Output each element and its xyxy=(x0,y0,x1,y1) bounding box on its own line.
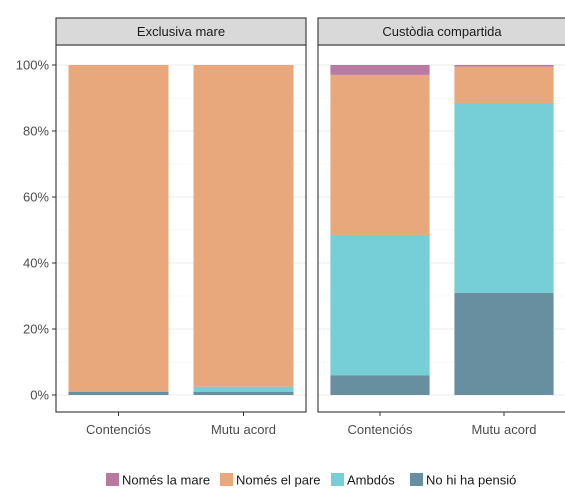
legend: Només la mare Només el pare Ambdós No hi ha… xyxy=(106,473,516,488)
bar-segment-no-hi-ha-pensio xyxy=(68,391,169,395)
panel-exclusiva-mare: Contenciós Mutu acord Exclusiva mare xyxy=(55,17,307,437)
x-tick-label: Contenciós xyxy=(347,422,413,437)
y-tick-label: 80% xyxy=(23,124,49,139)
legend-label-ambdos: Ambdós xyxy=(347,473,395,488)
legend-label-nomes-el-pare: Només el pare xyxy=(236,473,321,488)
legend-swatch-nomes-el-pare xyxy=(220,473,233,486)
bar-segment-nomes-el-pare xyxy=(193,65,294,387)
bar-segment-no-hi-ha-pensio xyxy=(454,292,554,395)
facet-strip-label: Exclusiva mare xyxy=(137,24,225,39)
bar-segment-ambdos xyxy=(193,386,294,392)
bar-segment-nomes-el-pare xyxy=(68,65,169,392)
y-tick-label: 0% xyxy=(30,388,49,403)
legend-swatch-no-hi-ha-pensio xyxy=(410,473,423,486)
facet-strip xyxy=(317,17,565,46)
bar-segment-ambdos xyxy=(330,234,430,376)
legend-label-no-hi-ha-pensio: No hi ha pensió xyxy=(426,473,516,488)
facet-strip xyxy=(55,17,307,46)
panel-custodia-compartida: Contenciós Mutu acord Custòdia compartida xyxy=(317,17,565,437)
bar-segment-no-hi-ha-pensio xyxy=(330,375,430,395)
bar-segment-nomes-el-pare xyxy=(330,74,430,235)
x-tick-label: Mutu acord xyxy=(471,422,536,437)
legend-label-nomes-la-mare: Només la mare xyxy=(122,473,210,488)
facet-strip-label: Custòdia compartida xyxy=(382,24,502,39)
bar-segment-nomes-la-mare xyxy=(330,65,430,75)
bar-segment-nomes-la-mare xyxy=(454,65,554,67)
y-tick-label: 60% xyxy=(23,190,49,205)
bar-segment-ambdos xyxy=(454,102,554,293)
y-tick-label: 20% xyxy=(23,322,49,337)
bar-segment-nomes-el-pare xyxy=(454,66,554,103)
legend-swatch-ambdos xyxy=(331,473,344,486)
x-tick-label: Mutu acord xyxy=(211,422,276,437)
y-tick-label: 40% xyxy=(23,256,49,271)
legend-swatch-nomes-la-mare xyxy=(106,473,119,486)
x-tick-label: Contenciós xyxy=(86,422,152,437)
y-tick-label: 100% xyxy=(16,58,50,73)
bar-segment-no-hi-ha-pensio xyxy=(193,391,294,395)
